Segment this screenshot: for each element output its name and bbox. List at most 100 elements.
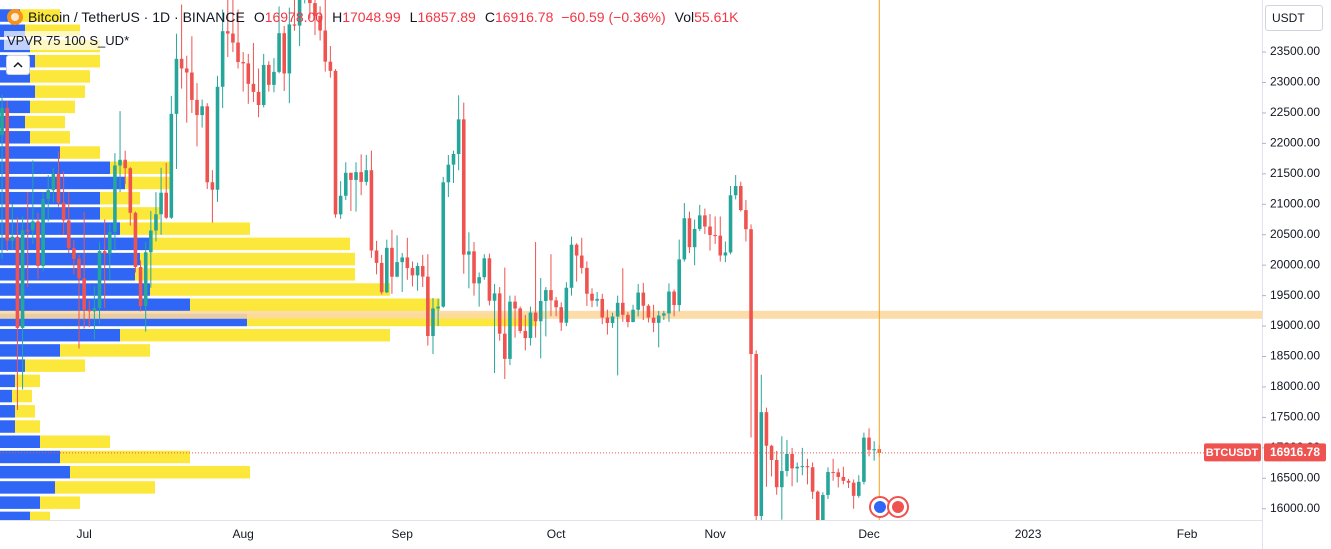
vp-down-bar (30, 70, 90, 83)
candle-body (636, 292, 640, 310)
y-tick-label: 22500.00 (1270, 105, 1320, 119)
candle-body (451, 153, 456, 165)
candle-body (195, 99, 199, 116)
candle-body (564, 287, 569, 323)
vp-down-bar (140, 252, 355, 266)
candle-body (267, 64, 271, 85)
candle-body (667, 291, 671, 314)
candle-body (179, 58, 184, 69)
last-price-label: BTCUSDT 16916.78 (1204, 443, 1326, 462)
vp-down-bar (100, 191, 140, 205)
candle-body (497, 293, 502, 334)
event-flag-inner (892, 501, 904, 513)
vp-down-bar (35, 54, 100, 68)
candle-body (359, 172, 363, 182)
vp-down-bar (40, 435, 110, 448)
candle-body (687, 218, 692, 248)
x-tick-label: Jul (76, 527, 91, 541)
candle-body (379, 262, 384, 293)
x-tick-label: Aug (232, 527, 253, 541)
x-tick-label: 2023 (1015, 527, 1042, 541)
candle-body (569, 244, 574, 288)
x-tick-label: Dec (858, 527, 879, 541)
vp-up-bar (0, 222, 120, 235)
vp-up-bar (0, 481, 55, 494)
price-badge (1264, 443, 1326, 462)
event-flags[interactable] (869, 496, 909, 518)
candle-body (759, 412, 764, 517)
candle-body (662, 313, 666, 316)
vp-down-bar (30, 511, 50, 520)
y-tick-label: 23500.00 (1270, 44, 1320, 58)
y-tick-label: 22000.00 (1270, 136, 1320, 150)
candle-body (590, 293, 594, 301)
candle-body (826, 472, 830, 495)
candle-body (410, 268, 415, 276)
candle-body (77, 258, 81, 279)
candle-body (164, 192, 169, 218)
candle-body (246, 63, 251, 84)
candle-body (723, 252, 728, 256)
y-tick-label: 19500.00 (1270, 288, 1320, 302)
vp-down-bar (120, 328, 390, 342)
candle-body (159, 192, 163, 215)
vp-down-bar (25, 359, 85, 372)
candle-body (467, 251, 471, 255)
candle-body (5, 107, 9, 241)
candle-body (482, 258, 487, 278)
y-tick-label: 20000.00 (1270, 257, 1320, 271)
candle-body (431, 308, 435, 336)
candle-body (107, 231, 112, 254)
high-label: H (332, 9, 343, 25)
vp-up-bar (0, 405, 15, 418)
candle-body (533, 312, 538, 322)
vp-up-bar (0, 496, 40, 509)
candle-body (836, 472, 841, 477)
candle-body (190, 72, 194, 100)
candle-body (426, 276, 430, 336)
candle-body (815, 491, 820, 520)
axes: 16000.0016500.0017000.0017500.0018000.00… (76, 44, 1320, 541)
candle-body (780, 471, 784, 488)
candle-body (697, 215, 702, 229)
candle-body (579, 255, 584, 268)
vp-down-bar (30, 131, 70, 144)
candle-body (677, 259, 682, 306)
candle-body (523, 330, 528, 339)
candle-body (738, 186, 743, 211)
candle-body (138, 267, 143, 307)
candle-body (872, 449, 876, 451)
y-tick-label: 21000.00 (1270, 196, 1320, 210)
candle-body (708, 226, 712, 236)
vp-down-bar (12, 389, 32, 403)
candle-body (149, 230, 153, 253)
candle-body (641, 292, 646, 306)
candle-body (477, 277, 481, 284)
y-tick-label: 21500.00 (1270, 166, 1320, 180)
candle-body (805, 466, 810, 468)
close-label: C (484, 9, 495, 25)
candle-body (184, 68, 189, 73)
candle-body (61, 202, 66, 221)
candle-body (87, 309, 92, 312)
chevron-icon (13, 61, 23, 68)
candle-body (308, 0, 312, 4)
candle-body (338, 195, 343, 215)
vp-up-bar (0, 511, 30, 520)
candle-body (318, 15, 322, 31)
candle-body (595, 298, 599, 301)
y-tick-label: 16500.00 (1270, 470, 1320, 484)
symbol-badge (1204, 443, 1261, 462)
candle-body (200, 106, 204, 116)
candle-body (390, 247, 394, 277)
change-value: −60.59 (−0.36%) (561, 9, 666, 25)
currency-button[interactable]: USDT (1265, 5, 1323, 31)
symbol-title: Bitcoin / TetherUS · 1D · BINANCE (28, 9, 245, 25)
collapse-button[interactable] (6, 55, 30, 75)
candle-body (672, 291, 676, 306)
candle-body (605, 317, 610, 323)
indicator-label[interactable]: VPVR 75 100 S_UD* (4, 31, 133, 50)
candle-body (328, 61, 333, 71)
candle-body (620, 302, 625, 315)
vp-down-bar (125, 176, 170, 190)
